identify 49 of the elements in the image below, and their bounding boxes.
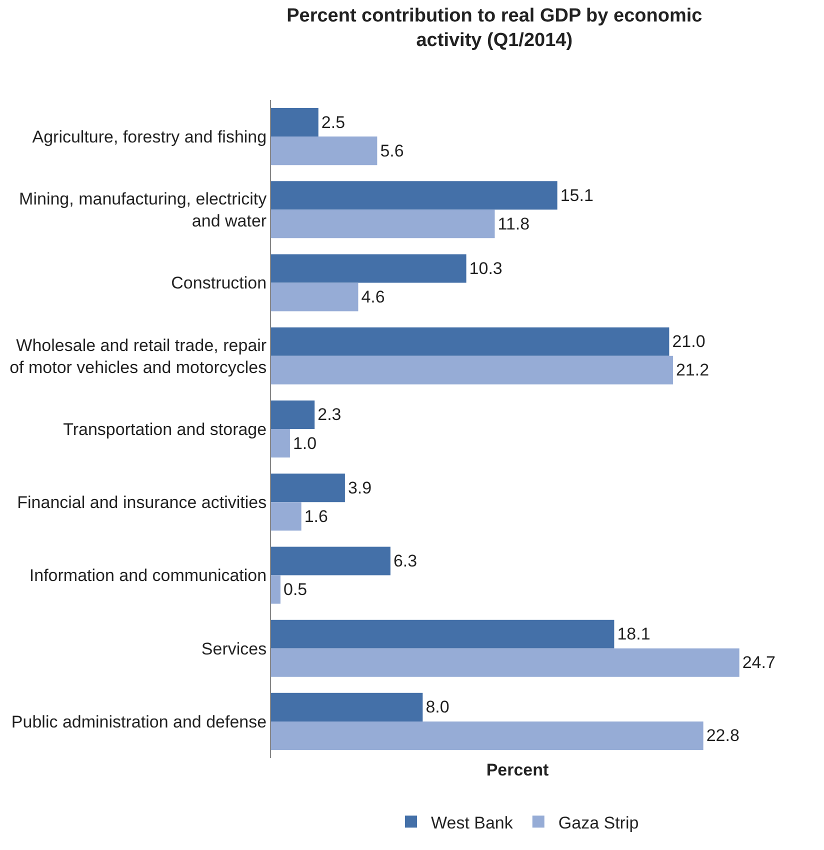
data-label: 2.3 <box>318 405 342 424</box>
data-label: 2.5 <box>321 112 346 132</box>
data-label: 21.0 <box>672 332 706 352</box>
bar <box>271 136 378 166</box>
bar <box>271 721 704 750</box>
bar <box>271 108 318 137</box>
data-label: 22.8 <box>706 726 740 746</box>
data-label: 15.1 <box>560 186 594 205</box>
bar <box>271 254 466 283</box>
y-tick-label: Agriculture, forestry and fishing <box>32 128 267 147</box>
bar <box>271 400 315 429</box>
bar <box>271 502 302 531</box>
y-tick-label: Transportation and storage <box>63 420 267 439</box>
data-label: 10.3 <box>469 259 502 278</box>
data-label: 1.0 <box>292 434 317 453</box>
bar <box>271 282 358 312</box>
chart-title: Percent contribution to real GDP by economic activity (Q1/2014) <box>286 5 703 51</box>
y-tick-label: Wholesale and retail trade, repair of motor vehicles and motorcycles <box>10 336 267 377</box>
bar <box>271 327 670 356</box>
data-label: 3.9 <box>348 478 372 498</box>
bar <box>271 575 280 604</box>
data-label: 6.3 <box>393 551 418 570</box>
data-label: 0.5 <box>283 580 308 599</box>
bar <box>271 648 740 677</box>
y-tick-label: Information and communication <box>29 566 267 586</box>
y-tick-label: Construction <box>171 274 267 293</box>
data-label: 11.8 <box>498 214 530 234</box>
bar <box>271 210 495 238</box>
data-label: 18.1 <box>617 624 650 644</box>
data-label: 8.0 <box>426 698 450 717</box>
y-tick-label: Public administration and defense <box>11 712 267 732</box>
bar <box>271 474 345 502</box>
data-label: 1.6 <box>304 506 328 526</box>
x-axis-title: Percent <box>486 760 550 780</box>
bar <box>271 692 423 722</box>
bar <box>271 181 558 210</box>
legend-label: West Bank <box>431 813 514 832</box>
y-tick-label: Services <box>201 639 267 658</box>
bar <box>271 546 390 576</box>
data-label: 4.6 <box>361 288 385 307</box>
bar <box>271 356 673 384</box>
y-tick-label: Mining, manufacturing, electricity and water <box>19 190 268 231</box>
bar <box>271 620 614 648</box>
data-label: 24.7 <box>742 653 776 672</box>
y-tick-label: Financial and insurance activities <box>17 493 267 512</box>
bar <box>271 429 290 458</box>
data-label: 5.6 <box>380 141 404 160</box>
legend-label: Gaza Strip <box>558 813 639 832</box>
data-label: 21.2 <box>676 360 710 380</box>
